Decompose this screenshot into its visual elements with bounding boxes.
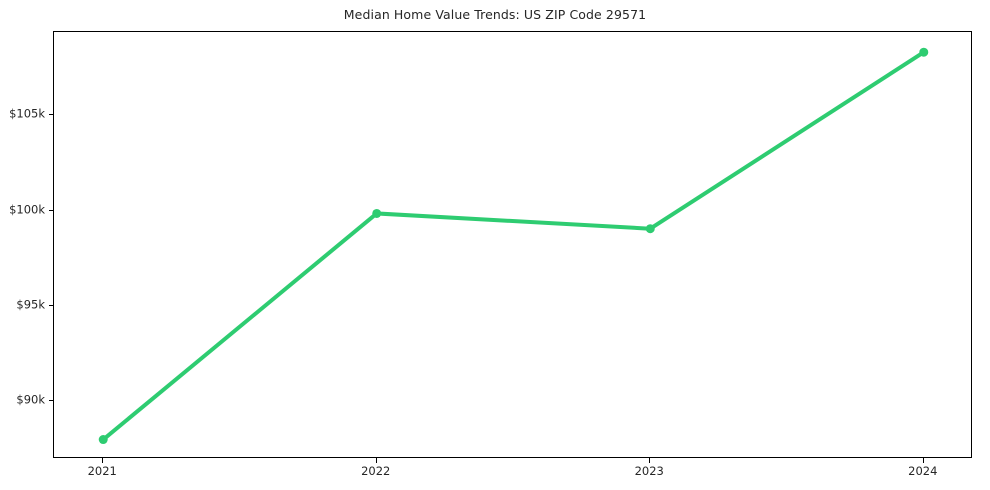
x-axis-tick-label: 2023 bbox=[634, 464, 664, 478]
x-axis-tick-label: 2021 bbox=[87, 464, 117, 478]
data-series-line bbox=[101, 50, 926, 442]
data-point-marker bbox=[919, 47, 929, 57]
data-point-marker bbox=[372, 208, 382, 218]
data-point-markers bbox=[98, 47, 929, 445]
x-axis-tick-label: 2024 bbox=[908, 464, 938, 478]
x-axis-tick-label: 2022 bbox=[361, 464, 391, 478]
plot-area bbox=[53, 31, 972, 458]
y-axis-tick-label: $100k bbox=[9, 201, 45, 216]
chart-title: Median Home Value Trends: US ZIP Code 29… bbox=[343, 7, 647, 22]
data-point-marker bbox=[98, 435, 108, 445]
line-chart-svg bbox=[98, 47, 929, 445]
y-axis-tick-label: $95k bbox=[16, 297, 45, 312]
data-point-marker bbox=[645, 224, 655, 234]
y-axis-tick-label: $105k bbox=[9, 106, 45, 121]
y-axis-tick-label: $90k bbox=[16, 392, 45, 407]
